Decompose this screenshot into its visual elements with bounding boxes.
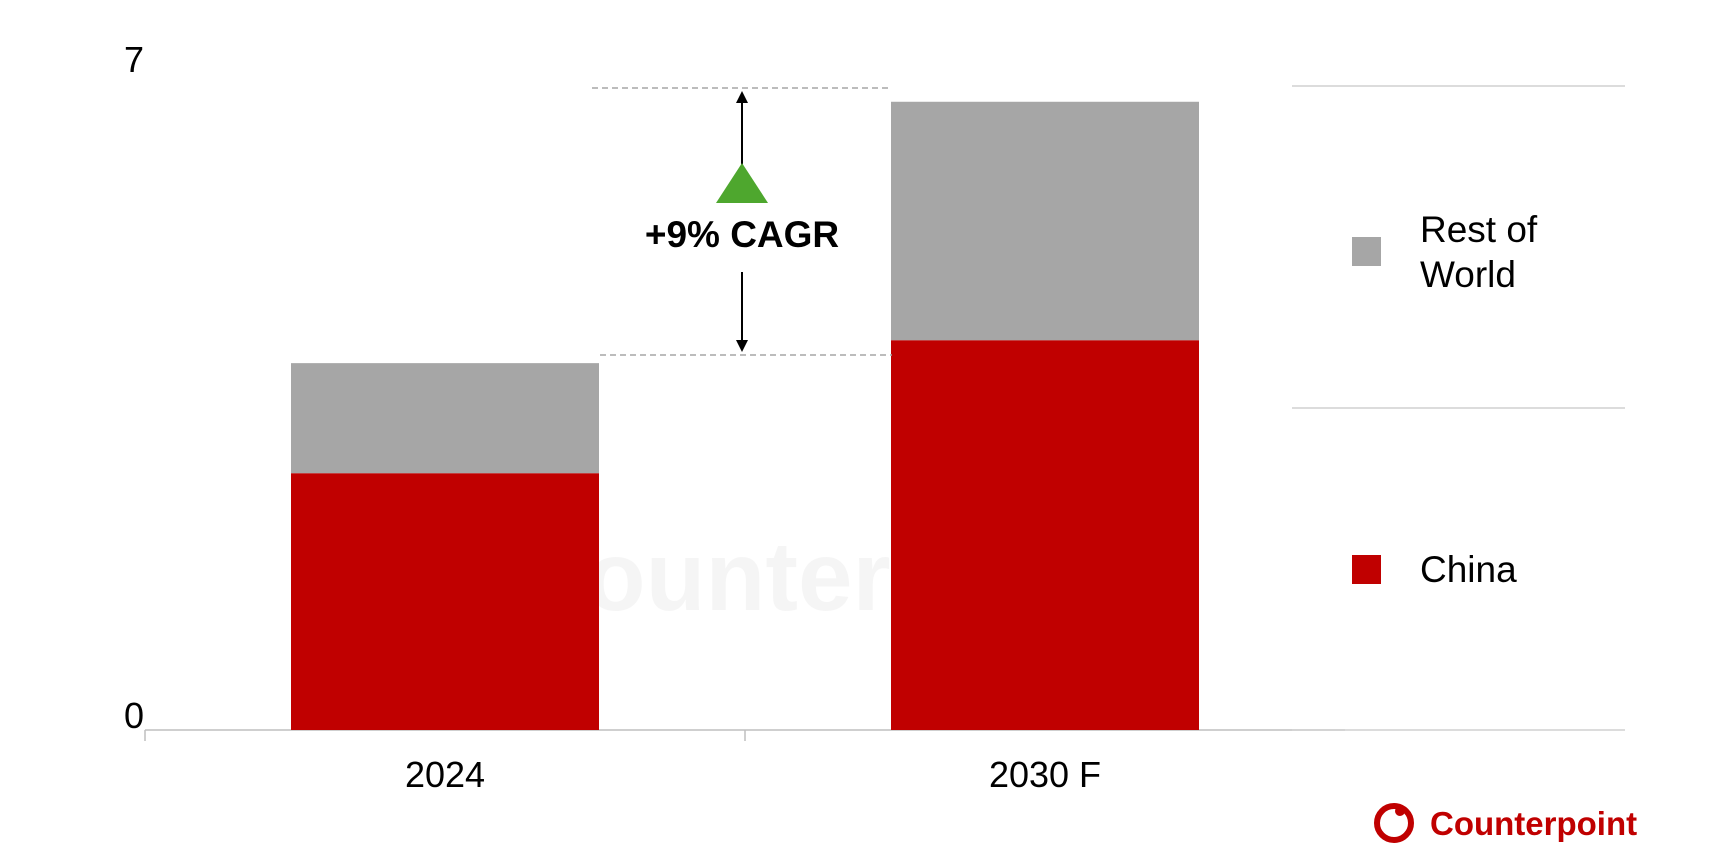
growth-triangle-icon <box>716 163 768 203</box>
cagr-label: +9% CAGR <box>645 214 839 255</box>
bar-china-2030-f <box>891 340 1199 730</box>
legend-swatch-china <box>1352 555 1381 584</box>
bar-rest-of-world-2024 <box>291 363 599 474</box>
arrow-head-up-icon <box>736 91 748 103</box>
cagr-annotation: +9% CAGR <box>592 87 892 356</box>
legend-label-rest-of-world-line2: World <box>1420 254 1516 295</box>
brand-logo-icon <box>1374 803 1414 843</box>
bars <box>291 101 1199 730</box>
brand-name: Counterpoint <box>1430 805 1637 842</box>
y-tick-label-top: 7 <box>124 39 144 80</box>
category-label-2030f: 2030 F <box>989 754 1101 795</box>
legend-label-rest-of-world-line1: Rest of <box>1420 209 1538 250</box>
category-labels: 2024 2030 F <box>405 754 1101 795</box>
bar-rest-of-world-2030-f <box>891 101 1199 341</box>
legend-swatch-rest-of-world <box>1352 237 1381 266</box>
brand-logo-dot-icon <box>1395 806 1405 816</box>
legend-label-china: China <box>1420 549 1517 590</box>
arrow-head-down-icon <box>736 340 748 352</box>
bar-china-2024 <box>291 473 599 730</box>
y-tick-label-bottom: 0 <box>124 695 144 736</box>
brand-logo: Counterpoint <box>1374 803 1637 843</box>
legend: Rest of World China <box>1292 85 1625 731</box>
category-label-2024: 2024 <box>405 754 485 795</box>
